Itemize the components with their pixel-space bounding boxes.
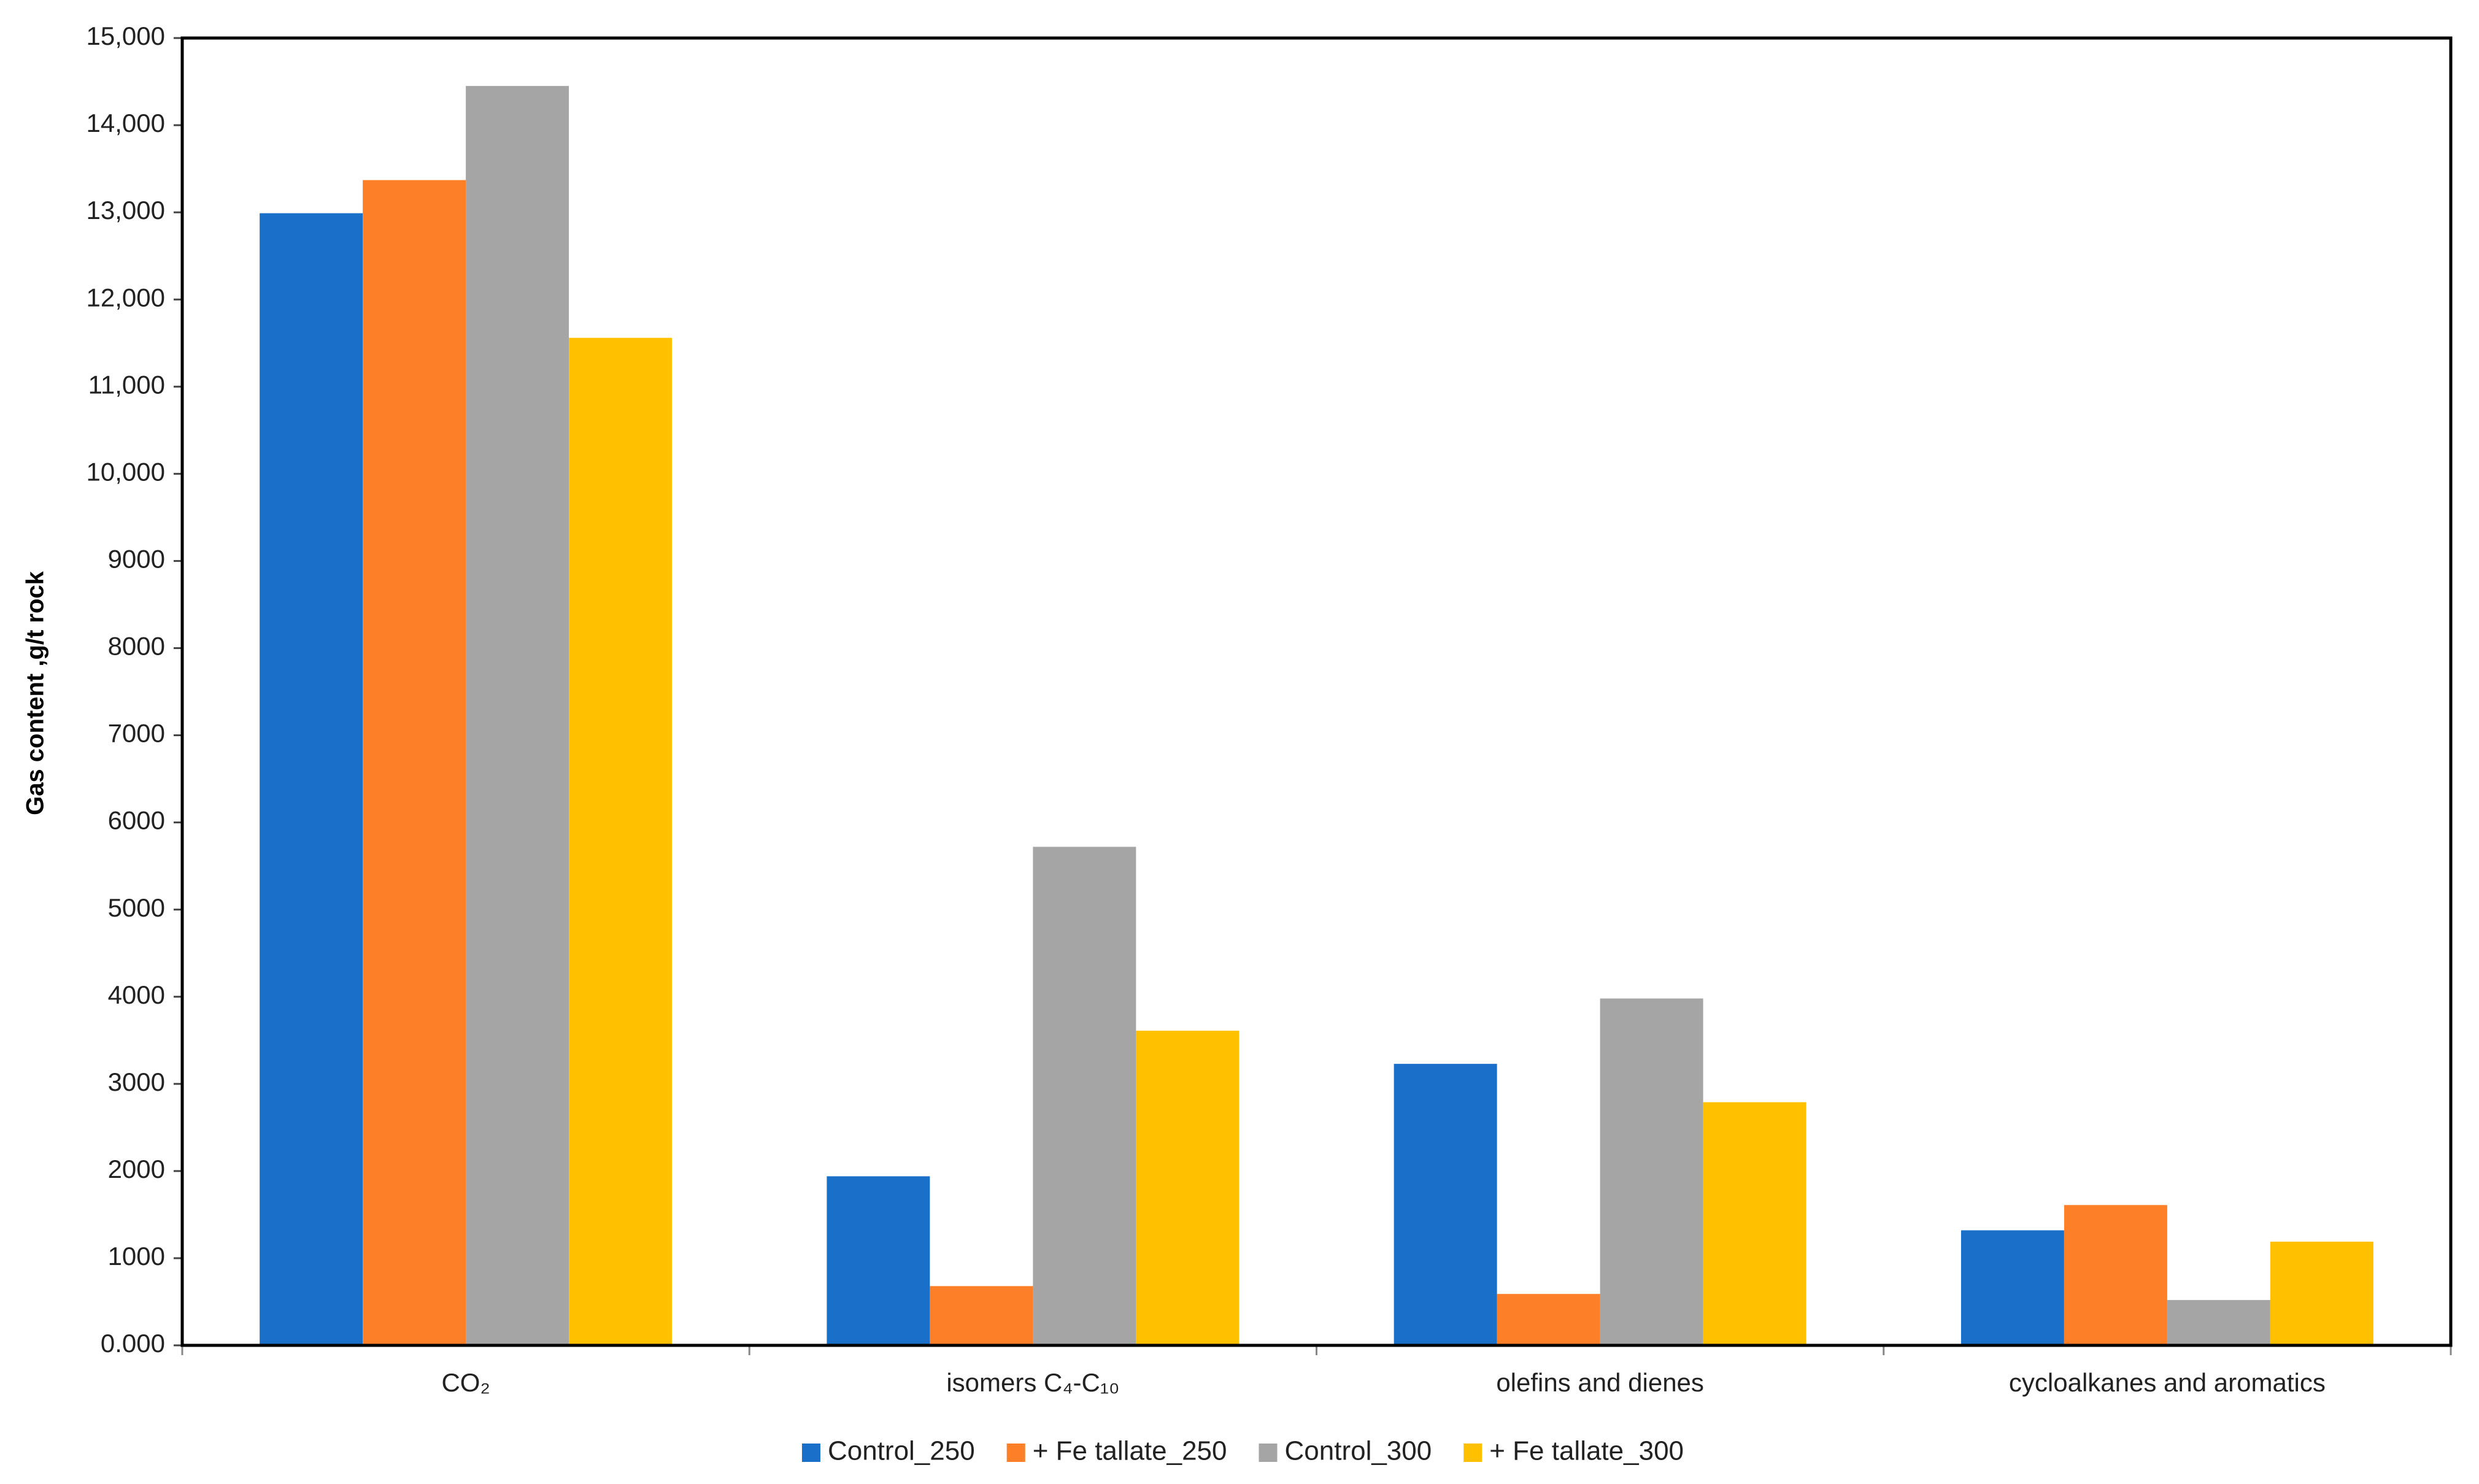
y-axis-title: Gas content ,g/t rock [22, 571, 49, 815]
y-tick-label: 0.000 [101, 1329, 165, 1358]
y-tick-label: 15,000 [87, 21, 165, 50]
bar [1703, 1102, 1806, 1345]
bar [827, 1176, 930, 1345]
legend-label: + Fe tallate_250 [1033, 1436, 1227, 1466]
bar [1600, 998, 1703, 1345]
y-tick-label: 2000 [108, 1155, 165, 1183]
x-tick-label: cycloalkanes and aromatics [2009, 1368, 2326, 1397]
bar [1960, 1230, 2064, 1345]
legend-label: Control_300 [1285, 1436, 1432, 1466]
bar [260, 213, 363, 1346]
y-tick-label: 10,000 [87, 457, 165, 486]
bar [930, 1286, 1033, 1345]
bar [569, 337, 673, 1345]
y-tick-label: 12,000 [87, 283, 165, 312]
bar [2270, 1241, 2373, 1345]
y-tick-label: 1000 [108, 1242, 165, 1271]
bar [2064, 1205, 2167, 1345]
y-tick-label: 3000 [108, 1067, 165, 1096]
y-tick-label: 13,000 [87, 196, 165, 225]
bar [363, 180, 466, 1346]
bar [2167, 1300, 2270, 1345]
bar [1394, 1064, 1497, 1345]
x-tick-label: isomers C₄-C₁₀ [946, 1368, 1119, 1397]
y-tick-label: 8000 [108, 632, 165, 661]
bar [1136, 1031, 1240, 1345]
bar [466, 86, 569, 1345]
y-tick-label: 6000 [108, 806, 165, 835]
y-tick-label: 4000 [108, 980, 165, 1009]
y-tick-label: 9000 [108, 544, 165, 573]
legend-label: Control_250 [828, 1436, 975, 1466]
y-tick-label: 5000 [108, 893, 165, 922]
bar [1033, 847, 1136, 1345]
x-tick-label: CO₂ [441, 1368, 490, 1397]
legend-swatch [1463, 1444, 1482, 1462]
legend-swatch [1006, 1444, 1025, 1462]
plot-border [180, 36, 2453, 1347]
legend-swatch [1259, 1444, 1278, 1462]
y-tick-label: 7000 [108, 719, 165, 748]
y-tick-label: 14,000 [87, 109, 165, 137]
y-tick-label: 11,000 [88, 370, 165, 399]
legend-swatch [801, 1444, 820, 1462]
x-tick-label: olefins and dienes [1496, 1368, 1704, 1397]
bar [1497, 1294, 1600, 1345]
legend-label: + Fe tallate_300 [1489, 1436, 1684, 1466]
